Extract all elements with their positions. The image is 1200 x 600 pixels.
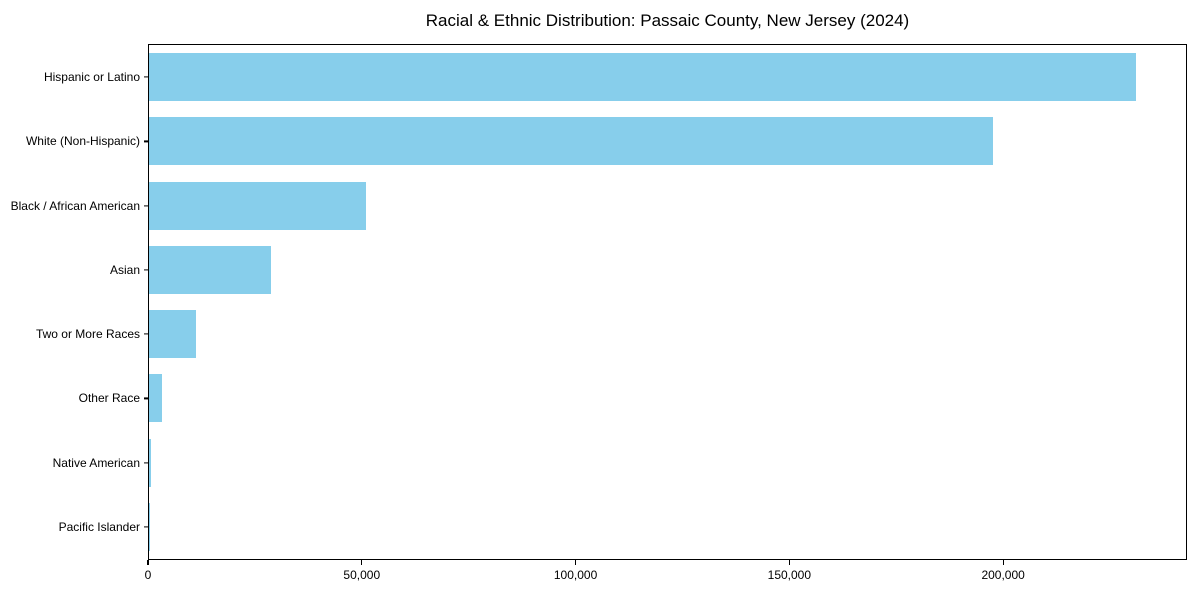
bar: [149, 245, 271, 294]
x-tick-mark: [574, 560, 577, 565]
y-tick-label: Hispanic or Latino: [43, 70, 140, 85]
y-tick-label: Black / African American: [10, 198, 140, 213]
bar: [149, 53, 1137, 102]
y-tick-label: White (Non-Hispanic): [25, 134, 140, 149]
bar-row: Two or More Races: [36, 302, 1186, 366]
y-tick-label: Pacific Islander: [58, 519, 140, 534]
x-tick-mark: [147, 560, 149, 565]
bar: [149, 310, 196, 359]
x-tick-mark: [361, 560, 363, 565]
bar-row: Pacific Islander: [59, 495, 1186, 559]
x-tick-label: 150,000: [767, 568, 812, 582]
x-tick-mark: [1002, 560, 1004, 565]
x-axis: 0 50,000 100,000 150,000 200,000: [144, 560, 1187, 590]
plot-area: Hispanic or Latino White (Non-Hispanic) Bl…: [11, 44, 1187, 560]
y-tick-mark: [144, 333, 149, 335]
y-tick-mark: [144, 76, 149, 78]
bar: [149, 181, 366, 230]
y-tick-label: Asian: [109, 262, 140, 277]
y-tick-mark: [144, 269, 149, 271]
x-tick-label: 100,000: [553, 568, 598, 582]
bar-row: Other Race: [79, 366, 1186, 430]
x-tick-label: 200,000: [981, 568, 1025, 582]
bar-row: White (Non-Hispanic): [26, 109, 1186, 173]
y-tick-label: Other Race: [78, 391, 140, 406]
y-tick-label: Two or More Races: [35, 327, 140, 342]
bar-row: Asian: [110, 238, 1186, 302]
bar-row: Black / African American: [11, 174, 1186, 238]
chart-title: Racial & Ethnic Distribution: Passaic Co…: [425, 11, 910, 30]
y-tick-mark: [144, 397, 149, 399]
x-tick-mark: [788, 560, 790, 565]
y-tick-mark: [144, 462, 149, 464]
y-tick-label: Native American: [52, 455, 140, 470]
bar: [149, 374, 162, 423]
y-tick-mark: [144, 205, 149, 207]
y-tick-mark: [144, 526, 149, 528]
x-tick-label: 0: [144, 568, 152, 582]
bar: [149, 117, 993, 166]
bar: [149, 438, 151, 487]
x-tick-label: 50,000: [343, 568, 381, 582]
y-tick-mark: [144, 140, 149, 142]
bar-row: Hispanic or Latino: [44, 45, 1186, 109]
bar-row: Native American: [53, 431, 1186, 495]
